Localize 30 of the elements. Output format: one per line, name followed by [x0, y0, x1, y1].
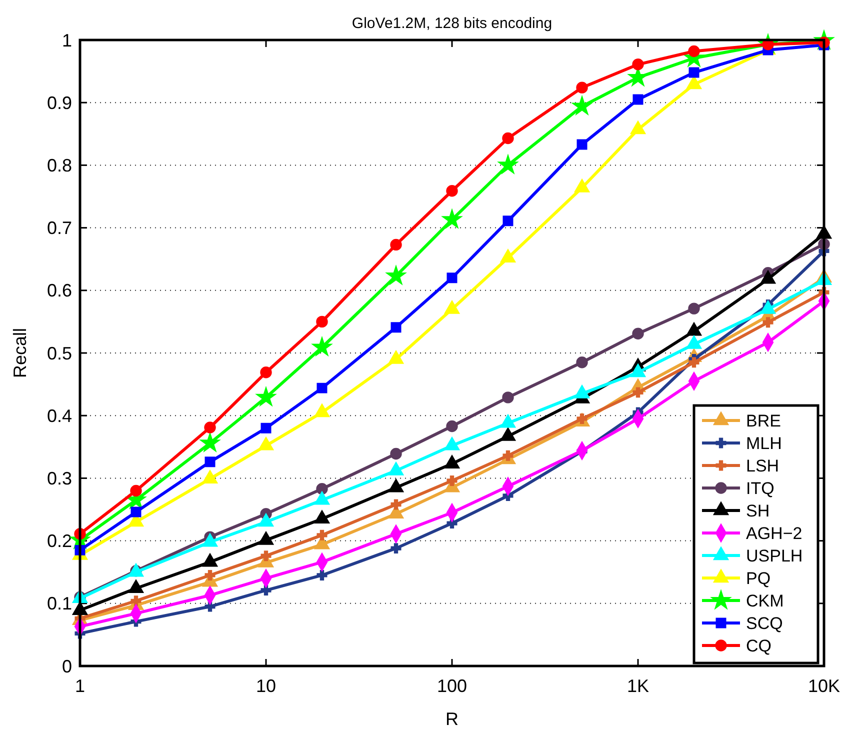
y-tick-label: 0.5 — [46, 343, 72, 364]
legend-label: LSH — [746, 456, 780, 476]
x-tick-label: 1 — [74, 676, 86, 696]
x-tick-label: 100 — [436, 676, 468, 696]
x-tick-label: 10K — [808, 676, 840, 696]
y-tick-label: 0.2 — [46, 531, 72, 552]
legend-label: AGH−2 — [746, 524, 802, 543]
y-tick-label: 0.3 — [46, 468, 72, 488]
legend-label: MLH — [746, 434, 782, 453]
legend-label: ITQ — [746, 478, 774, 498]
x-axis-title: R — [446, 709, 458, 729]
y-tick-label: 0.9 — [46, 92, 72, 113]
legend-label: SCQ — [746, 614, 783, 633]
legend-label: USPLH — [746, 546, 803, 566]
y-tick-label: 1 — [62, 30, 72, 50]
legend-label: CKM — [746, 591, 784, 610]
y-tick-label: 0 — [62, 656, 72, 676]
x-tick-label: 1K — [626, 676, 650, 696]
y-tick-label: 0.8 — [46, 156, 72, 176]
y-tick-label: 0.4 — [46, 406, 72, 426]
x-tick-label: 10 — [256, 676, 276, 696]
legend-label: BRE — [746, 411, 781, 430]
legend-label: PQ — [746, 568, 771, 588]
y-tick-label: 0.7 — [46, 218, 72, 238]
legend-label: SH — [746, 501, 770, 520]
y-tick-label: 0.1 — [46, 594, 72, 614]
legend-label: CQ — [746, 636, 772, 656]
y-axis-title: Recall — [10, 328, 30, 378]
chart-title: GloVe1.2M, 128 bits encoding — [352, 15, 552, 32]
y-tick-label: 0.6 — [46, 280, 72, 301]
